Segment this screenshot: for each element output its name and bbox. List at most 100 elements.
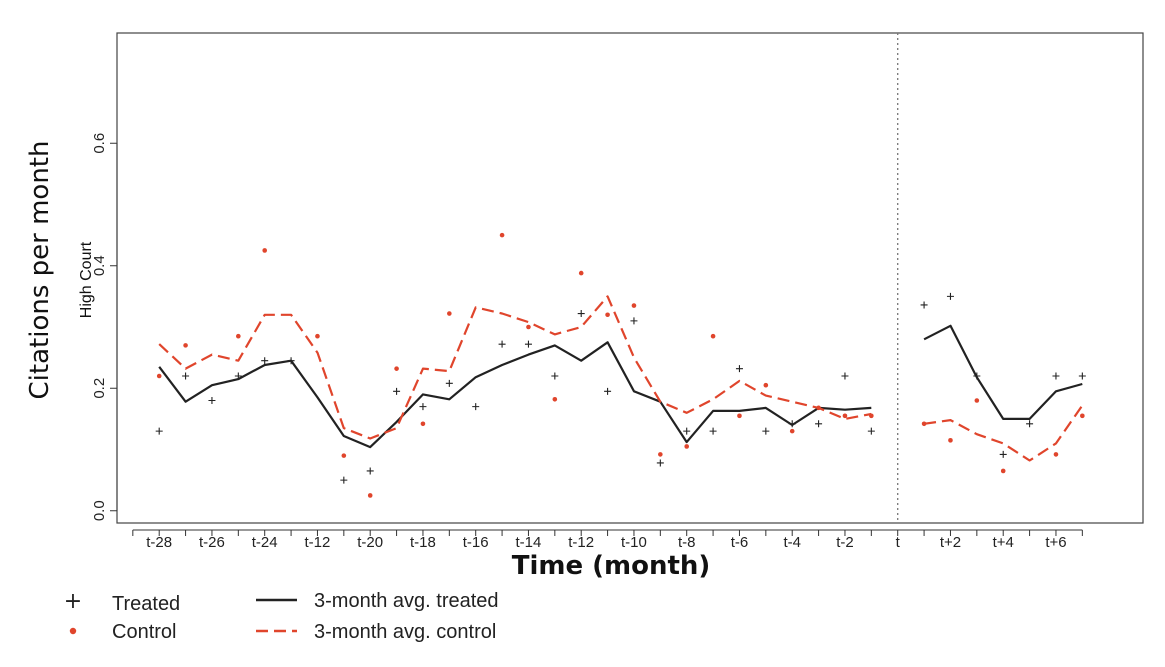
y-tick-label: 0.2 (91, 378, 108, 399)
treated-point (1052, 372, 1060, 380)
plot-frame (116, 32, 1144, 524)
avg-control-line (923, 404, 1084, 462)
x-tick-label: t+4 (993, 534, 1014, 551)
control-point (420, 421, 426, 427)
treated-point (683, 427, 691, 435)
control-point (869, 413, 874, 419)
treated-point (472, 403, 480, 411)
x-tick-label: t+6 (1045, 534, 1066, 551)
treated-point (815, 420, 823, 428)
dot-marker-icon (69, 627, 77, 635)
treated-point (234, 372, 242, 380)
x-tick-label: t-12 (568, 534, 594, 551)
control-point (658, 452, 663, 457)
control-point (737, 413, 742, 419)
avg-control-line (158, 295, 872, 440)
treated-point (419, 403, 427, 411)
treated-point (524, 340, 532, 348)
control-point (763, 382, 769, 388)
legend-item-avg-treated: 3-month avg. treated (256, 590, 499, 612)
treated-point (393, 387, 401, 395)
treated-point (498, 340, 506, 348)
x-tick-label: t-4 (783, 534, 801, 551)
treated-point (208, 397, 216, 404)
treated-point (999, 450, 1007, 458)
x-tick-label: t-24 (252, 534, 278, 551)
y-tick-label: 0.4 (91, 255, 108, 276)
avg-treated-line (923, 324, 1083, 420)
control-point (552, 396, 558, 402)
control-point (236, 333, 241, 339)
treated-point (735, 365, 743, 373)
legend: + Treated Control 3-month avg. treated 3… (64, 589, 499, 643)
x-tick-label: t-14 (516, 534, 542, 551)
x-tick-label: t-28 (146, 534, 172, 551)
control-point (1053, 452, 1059, 457)
y-axis-subtitle: High Court (78, 241, 95, 318)
control-point (262, 248, 268, 253)
control-point (1000, 468, 1006, 474)
treated-point (551, 372, 559, 380)
treated-point (340, 476, 348, 484)
control-point (974, 398, 980, 403)
x-tick-label: t-6 (731, 534, 749, 551)
series-lines (158, 295, 1084, 462)
x-tick-label: t-12 (305, 534, 331, 551)
x-tick-label: t+2 (940, 534, 961, 551)
y-axis-title: Citations per month (25, 141, 55, 400)
legend-label-treated: Treated (112, 593, 180, 615)
x-tick-label: t-26 (199, 534, 225, 551)
control-point (789, 428, 795, 434)
x-tick-label: t-2 (836, 534, 854, 551)
control-point (1080, 413, 1085, 419)
control-point (631, 303, 637, 308)
treated-point (841, 372, 849, 380)
treated-point (920, 301, 928, 309)
treated-point (656, 459, 664, 467)
treated-point (261, 357, 269, 365)
treated-point (788, 420, 796, 428)
control-point (710, 333, 716, 339)
x-tick-label: t-16 (463, 534, 489, 551)
treated-point (946, 292, 954, 300)
treated-point (630, 317, 638, 325)
treated-point (287, 357, 295, 365)
treated-point (762, 427, 770, 435)
x-tick-label: t-20 (357, 534, 383, 551)
control-point (526, 324, 531, 330)
control-point (842, 413, 848, 419)
treated-point (445, 379, 453, 387)
treated-point (973, 372, 981, 380)
treated-point (709, 427, 717, 435)
control-point (447, 311, 452, 316)
legend-label-control: Control (112, 621, 176, 643)
control-point (921, 421, 927, 427)
legend-item-avg-control: 3-month avg. control (256, 621, 496, 643)
y-tick-label: 0.0 (91, 500, 108, 521)
treated-point (867, 427, 875, 435)
control-point (341, 453, 347, 458)
control-point (394, 366, 399, 371)
legend-item-control: Control (69, 621, 176, 643)
control-point (684, 444, 690, 449)
control-point (578, 270, 584, 276)
control-point (605, 312, 610, 318)
y-axis: 0.0 0.2 0.4 0.6 (91, 133, 118, 521)
avg-treated-line (158, 341, 872, 449)
treated-point (577, 310, 585, 318)
legend-label-avg-treated: 3-month avg. treated (314, 590, 499, 612)
treated-point (182, 372, 190, 380)
x-axis-title: Time (month) (512, 551, 711, 581)
treated-point (1026, 420, 1034, 428)
x-axis: t-28 t-26 t-24 t-12 t-20 t-18 t-16 t-14 t-12 t-10… (132, 529, 1083, 551)
x-tick-label: t (896, 534, 901, 551)
series-points (155, 232, 1086, 498)
control-point (367, 493, 373, 498)
control-point (948, 438, 953, 443)
treated-point (366, 467, 374, 475)
y-tick-label: 0.6 (91, 133, 108, 154)
legend-item-treated: + Treated (64, 589, 180, 615)
control-point (816, 405, 821, 411)
treated-point (155, 427, 163, 435)
